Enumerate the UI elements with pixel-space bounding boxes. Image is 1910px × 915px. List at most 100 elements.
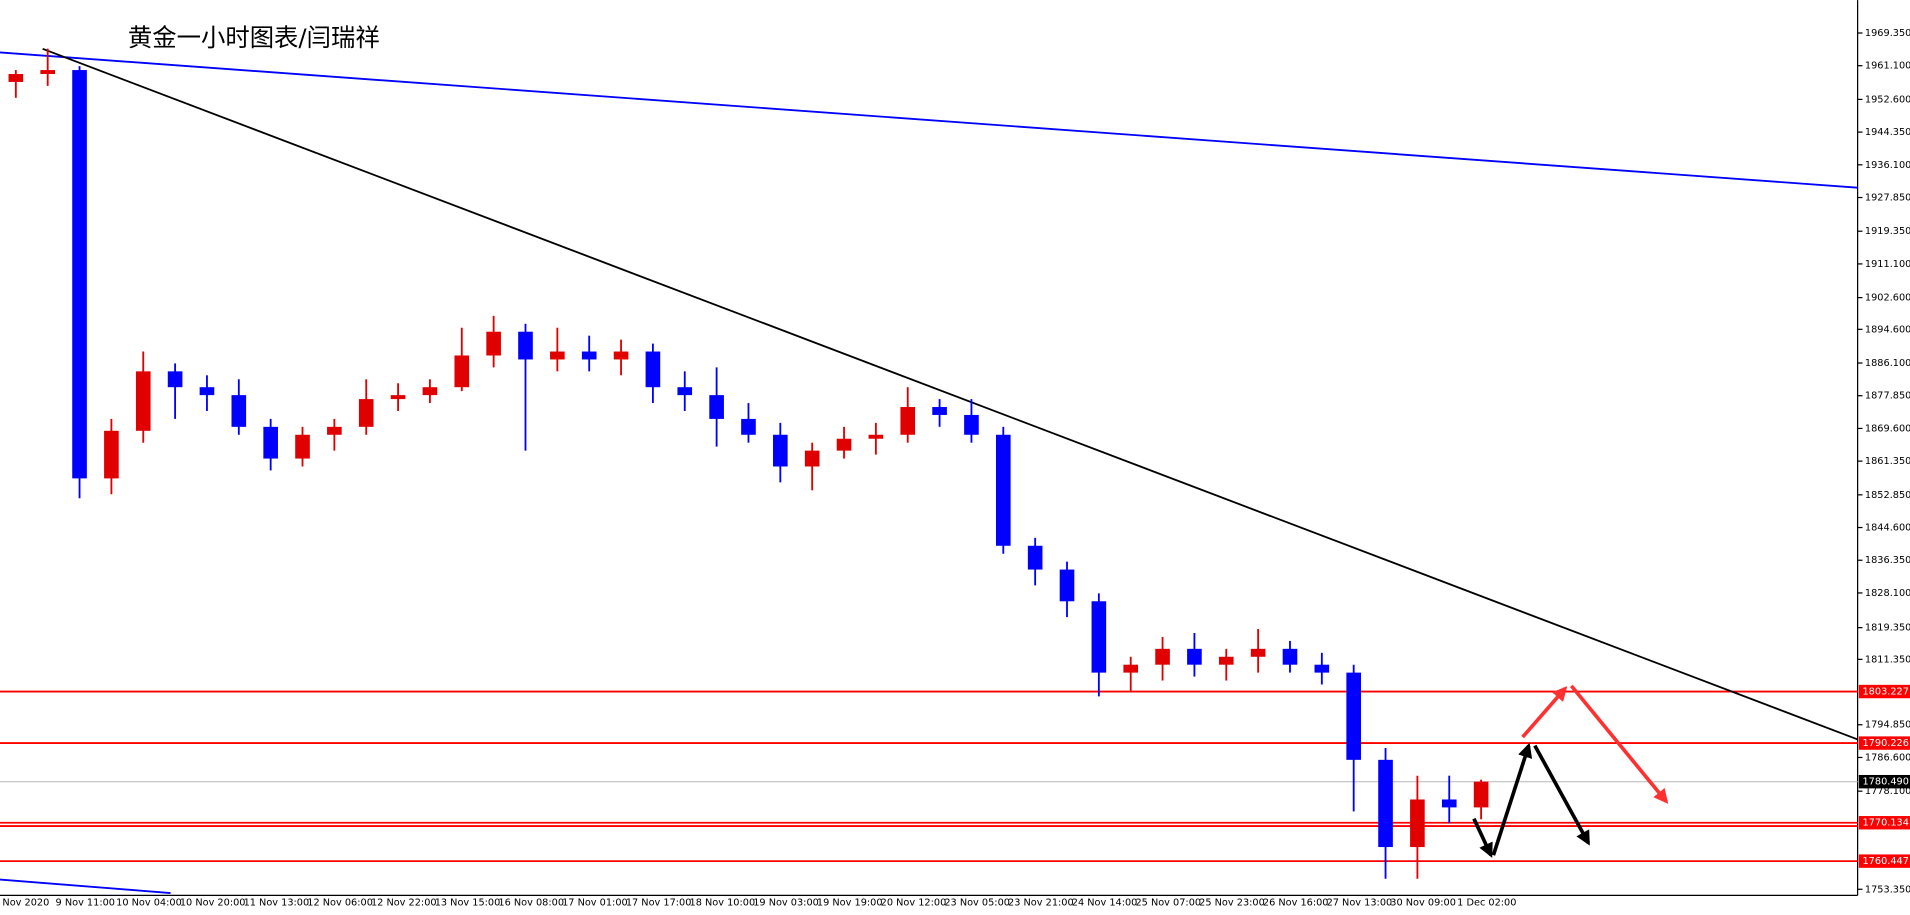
y-tick-label: 1961.100	[1865, 61, 1910, 72]
candle-body	[1027, 545, 1043, 570]
candle-body	[709, 395, 724, 419]
candle-body	[8, 74, 24, 82]
x-tick-label: 10 Nov 04:00	[116, 898, 182, 909]
trendline	[0, 878, 171, 894]
forecast-arrows	[1472, 684, 1669, 858]
candle-body	[1059, 569, 1075, 602]
y-tick-label: 1894.600	[1865, 324, 1910, 335]
candle-body	[518, 331, 533, 360]
red-arrow-down	[1569, 684, 1669, 804]
candle-body	[167, 371, 183, 388]
candle-body	[900, 407, 916, 435]
chart-title: 黄金一小时图表/闫瑞祥	[128, 23, 380, 52]
trendline	[42, 47, 1858, 741]
candle-body	[645, 351, 661, 388]
x-tick-label: 18 Nov 10:00	[690, 898, 756, 909]
candle-body	[773, 434, 788, 467]
x-tick-label: 19 Nov 19:00	[817, 898, 883, 909]
y-tick-label: 1778.100	[1865, 786, 1910, 797]
black-arrow-up	[1491, 742, 1533, 856]
candle-body	[1155, 648, 1170, 665]
candle-body	[104, 430, 119, 479]
level-label: 1790.226	[1862, 738, 1908, 749]
candle-body	[1091, 601, 1107, 673]
candle-body	[550, 351, 565, 360]
level-label-box	[1858, 736, 1910, 750]
black-arrow-down	[1472, 817, 1493, 858]
x-tick-label: 23 Nov 21:00	[1008, 898, 1074, 909]
y-tick-label: 1794.850	[1865, 720, 1910, 731]
candle-body	[40, 70, 55, 75]
candle-body	[422, 387, 438, 396]
candle-body	[1123, 664, 1139, 673]
y-tick-label: 1944.350	[1865, 127, 1910, 138]
y-tick-label: 1869.600	[1865, 423, 1910, 434]
candle-body	[1187, 648, 1202, 665]
candle-body	[995, 434, 1011, 546]
y-tick-label: 1786.600	[1865, 752, 1910, 763]
x-tick-label: 20 Nov 12:00	[881, 898, 947, 909]
black-arrow-down	[1533, 744, 1591, 846]
candle-body	[454, 355, 470, 388]
candle-body	[263, 426, 278, 459]
candle-body	[1410, 799, 1425, 848]
level-label-box	[1858, 774, 1910, 789]
level-label-box	[1858, 684, 1910, 699]
candle-body	[1346, 672, 1361, 760]
candle-body	[581, 351, 597, 360]
x-tick-label: 10 Nov 20:00	[180, 898, 246, 909]
candle-body	[741, 418, 756, 435]
candle-body	[231, 395, 247, 427]
level-label: 1770.134	[1862, 818, 1908, 829]
candle-body	[390, 395, 406, 400]
y-tick-label: 1969.350	[1865, 28, 1910, 39]
candle-body	[1250, 648, 1266, 657]
candle-body	[1282, 648, 1298, 665]
x-tick-label: 9 Nov 11:00	[56, 898, 115, 909]
x-tick-label: 23 Nov 05:00	[944, 898, 1010, 909]
candle-body	[1314, 664, 1330, 673]
y-tick-label: 1836.350	[1865, 555, 1910, 566]
y-tick-label: 1911.100	[1865, 259, 1910, 270]
level-label-box	[1858, 816, 1910, 830]
y-tick-label: 1844.600	[1865, 523, 1910, 534]
x-tick-label: 17 Nov 01:00	[562, 898, 628, 909]
candle-body	[836, 438, 852, 451]
candle-body	[135, 371, 151, 431]
x-tick-label: Nov 2020	[2, 898, 49, 909]
y-tick-label: 1811.350	[1865, 654, 1910, 665]
level-label-box	[1858, 854, 1910, 868]
x-tick-label: 19 Nov 03:00	[753, 898, 819, 909]
y-tick-label: 1952.600	[1865, 94, 1910, 105]
candle-body	[804, 450, 820, 467]
candle-body	[486, 331, 501, 356]
x-tick-label: 11 Nov 13:00	[244, 898, 310, 909]
x-tick-label: 1 Dec 02:00	[1457, 898, 1516, 909]
candle-body	[1218, 656, 1234, 665]
candle-body	[964, 414, 979, 435]
x-tick-label: 16 Nov 08:00	[498, 898, 564, 909]
candle-body	[613, 351, 629, 360]
x-tick-label: 13 Nov 15:00	[435, 898, 501, 909]
y-tick-label: 1886.100	[1865, 358, 1910, 369]
y-tick-label: 1753.350	[1865, 884, 1910, 895]
x-tick-label: 12 Nov 22:00	[371, 898, 437, 909]
x-tick-label: 25 Nov 07:00	[1135, 898, 1201, 909]
y-tick-label: 1936.100	[1865, 160, 1910, 171]
trendline	[0, 51, 1858, 189]
level-label: 1803.227	[1862, 687, 1908, 698]
candle-body	[932, 407, 947, 415]
x-tick-label: 27 Nov 13:00	[1327, 898, 1393, 909]
x-tick-label: 17 Nov 17:00	[626, 898, 692, 909]
y-tick-label: 1852.850	[1865, 490, 1910, 501]
y-tick-label: 1902.600	[1865, 293, 1910, 304]
x-tick-label: 26 Nov 16:00	[1263, 898, 1329, 909]
candle-body	[1473, 781, 1489, 808]
red-arrow-up	[1521, 686, 1568, 739]
x-tick-label: 25 Nov 23:00	[1199, 898, 1265, 909]
level-label: 1780.490	[1862, 777, 1908, 788]
candle-body	[72, 70, 87, 479]
y-tick-label: 1861.350	[1865, 456, 1910, 467]
